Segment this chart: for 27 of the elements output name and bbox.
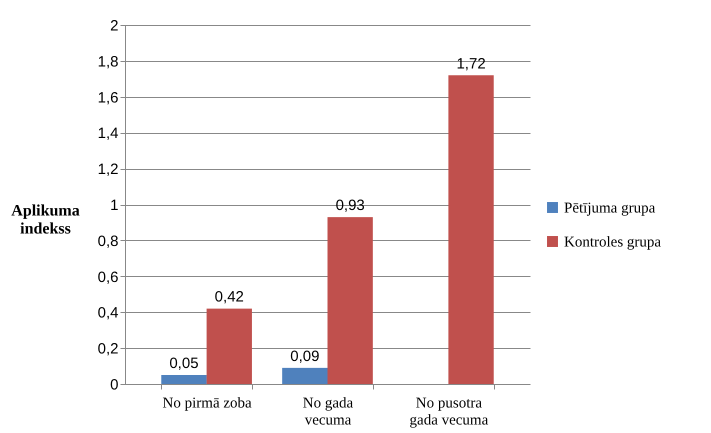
data-label: 0,09: [290, 348, 320, 365]
y-tick-label: 0,8: [98, 232, 118, 250]
y-tick-label: 1,2: [98, 161, 118, 178]
y-tick-label: 1: [110, 197, 118, 214]
bar: [448, 75, 494, 384]
legend-label: Kontroles grupa: [564, 234, 662, 250]
data-label: 0,42: [214, 288, 244, 306]
bar: [282, 368, 328, 384]
y-axis-title: Aplikuma indekss: [11, 202, 80, 238]
bar: [161, 375, 207, 384]
bar: [328, 217, 373, 384]
y-tick-label: 0,2: [98, 340, 118, 358]
x-tick-label: No pusotra gada vecuma: [410, 396, 489, 428]
y-tick-label: 0: [110, 376, 118, 394]
data-label: 1,72: [456, 55, 486, 72]
legend-label: Pētījuma grupa: [564, 200, 656, 216]
y-tick-label: 0,4: [98, 304, 118, 322]
y-tick-label: 1,8: [98, 53, 118, 70]
bar: [206, 308, 252, 384]
y-tick-label: 1,6: [98, 89, 118, 106]
y-tick-label: 2: [110, 18, 118, 34]
x-tick-label: No gada vecuma: [302, 396, 354, 428]
x-tick-label: No pirmā zoba: [162, 396, 252, 412]
data-label: 0,93: [336, 197, 365, 214]
y-tick-label: 0,6: [98, 268, 118, 286]
data-label: 0,05: [169, 355, 199, 372]
y-tick-label: 1,4: [98, 125, 118, 142]
